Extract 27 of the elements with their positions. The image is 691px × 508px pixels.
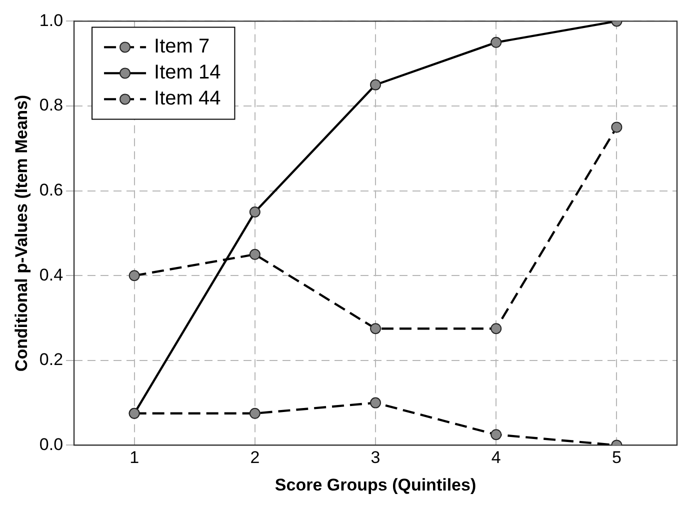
point	[249, 408, 260, 419]
y-tick-label: 0.0	[39, 434, 64, 454]
point	[490, 429, 502, 440]
point	[128, 270, 140, 282]
x-tick-label: 1	[130, 448, 140, 468]
x-tick-label: 5	[612, 448, 622, 468]
point	[370, 397, 382, 408]
y-tick-label: 0.6	[39, 180, 64, 200]
y-tick-label: 0.4	[39, 265, 64, 284]
point	[370, 323, 382, 334]
y-axis-title: Conditional p-Values (Item Means)	[12, 94, 31, 372]
point	[249, 248, 260, 260]
legend-label: Item 7	[154, 36, 210, 58]
point	[490, 36, 502, 48]
y-tick-label: 1.0	[39, 10, 64, 30]
y-tick-label: 0.8	[39, 96, 64, 115]
point	[490, 323, 502, 334]
legend-label: Item 14	[154, 62, 221, 84]
point	[611, 122, 622, 133]
y-tick-label: 0.2	[39, 350, 64, 370]
legend-label: Item 44	[154, 88, 221, 110]
x-axis-title: Score Groups (Quintiles)	[274, 475, 476, 494]
x-tick-label: 4	[491, 448, 501, 468]
x-tick-label: 2	[250, 448, 260, 468]
point	[249, 206, 260, 218]
point	[370, 79, 382, 90]
x-tick-label: 3	[370, 448, 380, 468]
